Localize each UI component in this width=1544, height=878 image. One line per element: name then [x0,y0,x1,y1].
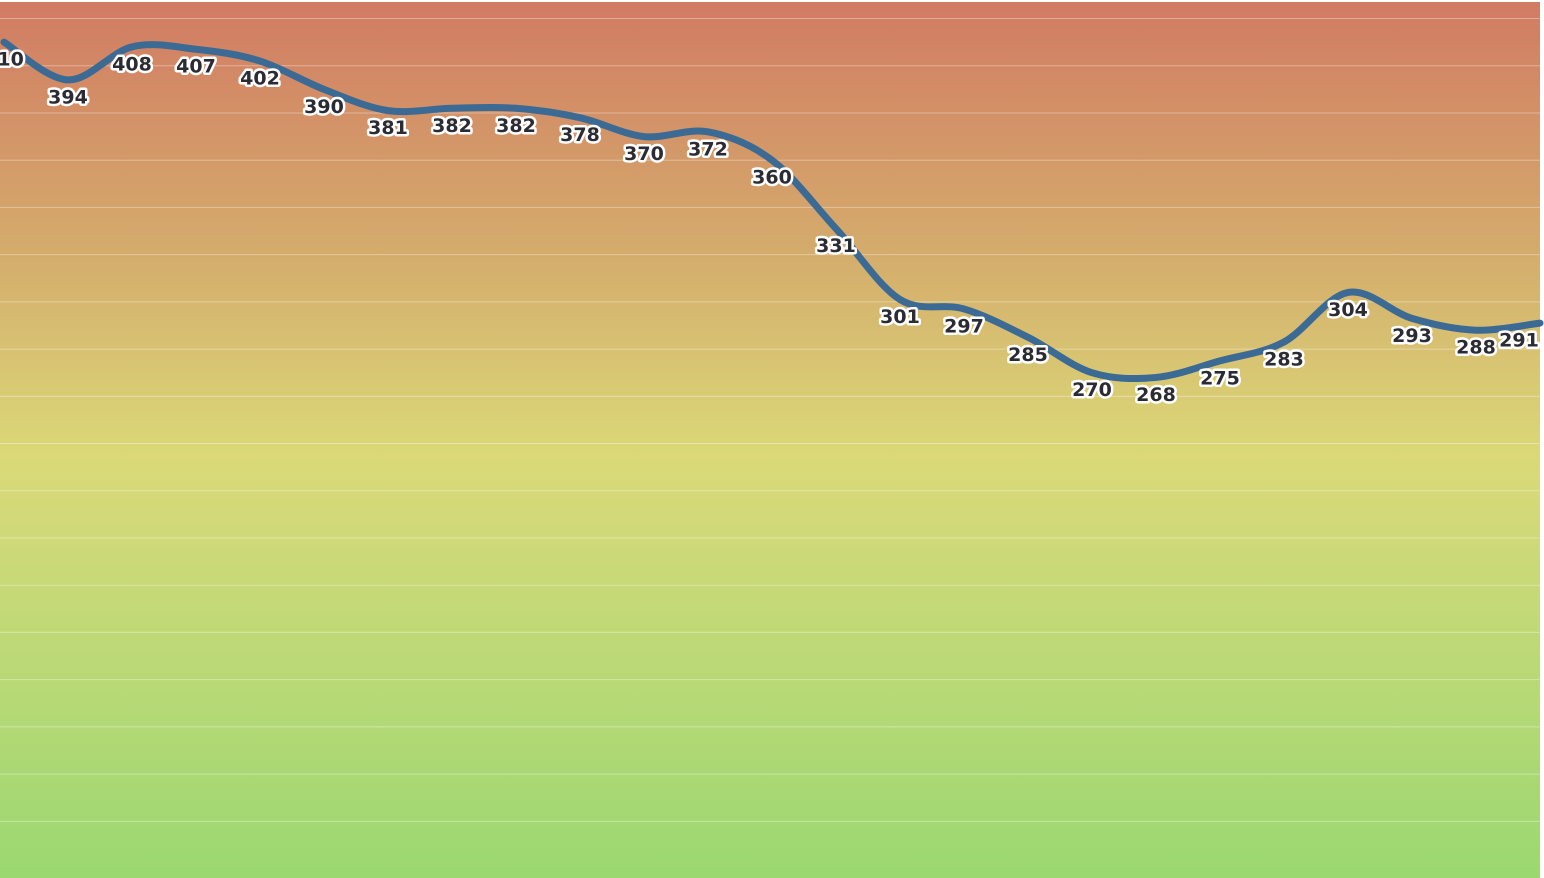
data-label: 331 [816,235,856,257]
data-label: 372 [688,138,728,160]
data-label: 293 [1392,325,1432,347]
data-label: 288 [1456,337,1496,359]
lines [0,38,1544,383]
data-label: 410 [0,49,24,71]
data-label: 285 [1008,344,1048,366]
data-label: 394 [48,86,88,108]
data-label: 268 [1136,384,1176,406]
data-label: 378 [560,124,600,146]
data-label: 382 [496,115,536,137]
data-label: 275 [1200,367,1240,389]
grid [0,18,1540,822]
data-label: 291 [1499,330,1539,352]
data-label: 407 [176,56,216,78]
data-label: 270 [1072,379,1112,401]
data-label: 408 [112,53,152,75]
data-label: 283 [1264,349,1304,371]
data-label: 301 [880,306,920,328]
data-label: 304 [1328,299,1368,321]
data-label: 402 [240,68,280,90]
data-label: 297 [944,315,984,337]
data-label: 360 [752,167,792,189]
data-label: 390 [304,96,344,118]
data-label: 370 [624,143,664,165]
data-label: 382 [432,115,472,137]
labels: 410 394 408 407 402 390 381 382 382 378 370 372 360 3… [0,46,1541,408]
line [0,38,1544,383]
data-label: 381 [368,117,408,139]
